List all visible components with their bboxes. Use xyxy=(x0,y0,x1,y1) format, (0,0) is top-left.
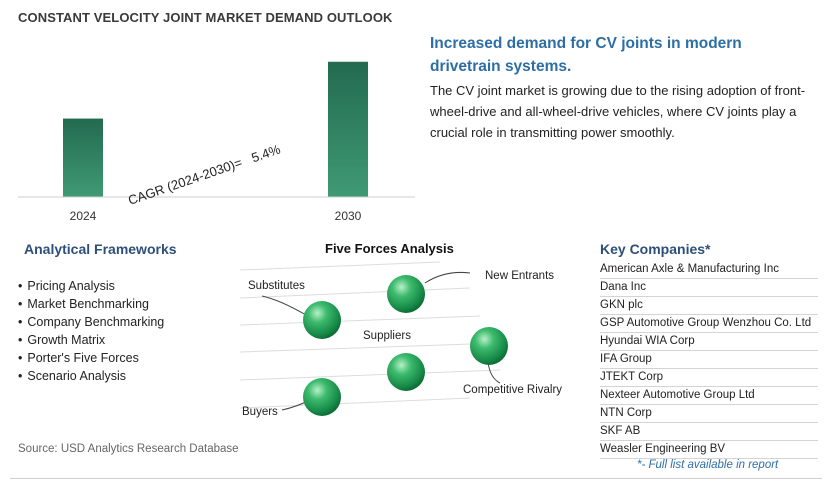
company-item: Dana Inc xyxy=(600,279,818,297)
framework-item: Market Benchmarking xyxy=(18,295,164,313)
company-item: SKF AB xyxy=(600,423,818,441)
company-item: Weasler Engineering BV xyxy=(600,441,818,459)
company-item: Hyundai WIA Corp xyxy=(600,333,818,351)
description: The CV joint market is growing due to th… xyxy=(430,83,806,140)
sphere-new-entrants xyxy=(387,275,425,313)
bar-2030 xyxy=(328,61,368,197)
company-item: JTEKT Corp xyxy=(600,369,818,387)
framework-item: Company Benchmarking xyxy=(18,313,164,331)
bar-2024 xyxy=(63,118,103,197)
company-item: IFA Group xyxy=(600,351,818,369)
sphere-substitutes xyxy=(303,301,341,339)
sphere-competitive-rivalry xyxy=(470,327,508,365)
connector-new-entrants xyxy=(424,272,471,284)
x-tick-2030: 2030 xyxy=(335,209,362,223)
guide-line xyxy=(239,315,481,326)
x-tick-2024: 2024 xyxy=(70,209,97,223)
connector-rivalry xyxy=(487,361,501,384)
key-companies-list: American Axle & Manufacturing Inc Dana In… xyxy=(600,261,818,459)
connector-substitutes xyxy=(261,295,307,316)
sphere-buyers xyxy=(303,378,341,416)
analytical-frameworks-list: Pricing AnalysisMarket BenchmarkingCompa… xyxy=(18,277,164,385)
company-item: Nexteer Automotive Group Ltd xyxy=(600,387,818,405)
bottom-divider xyxy=(10,478,822,479)
guide-line xyxy=(239,397,471,409)
five-forces-title: Five Forces Analysis xyxy=(325,241,454,256)
guide-line xyxy=(239,261,441,271)
source-note: Source: USD Analytics Research Database xyxy=(18,443,239,455)
analytical-frameworks-title: Analytical Frameworks xyxy=(24,241,177,257)
label-new-entrants: New Entrants xyxy=(485,270,554,282)
guide-line xyxy=(239,342,501,353)
headline: Increased demand for CV joints in modern… xyxy=(430,35,742,75)
framework-item: Growth Matrix xyxy=(18,331,164,349)
page-title: CONSTANT VELOCITY JOINT MARKET DEMAND OU… xyxy=(18,10,393,25)
company-item: American Axle & Manufacturing Inc xyxy=(600,261,818,279)
label-buyers: Buyers xyxy=(242,406,278,418)
demand-bar-chart: 2024 2030 CAGR (2024-2030)= 5.4% xyxy=(18,61,415,223)
company-item: GKN plc xyxy=(600,297,818,315)
company-item: GSP Automotive Group Wenzhou Co. Ltd xyxy=(600,315,818,333)
label-suppliers: Suppliers xyxy=(363,330,411,342)
framework-item: Scenario Analysis xyxy=(18,367,164,385)
company-item: NTN Corp xyxy=(600,405,818,423)
footnote: *- Full list available in report xyxy=(637,459,779,471)
framework-item: Porter's Five Forces xyxy=(18,349,164,367)
connector-buyers xyxy=(281,399,311,411)
sphere-suppliers xyxy=(387,353,425,391)
framework-item: Pricing Analysis xyxy=(18,277,164,295)
key-companies-title: Key Companies* xyxy=(600,241,711,257)
guide-line xyxy=(239,369,501,381)
guide-line xyxy=(239,287,471,299)
label-substitutes: Substitutes xyxy=(248,280,305,292)
label-competitive-rivalry: Competitive Rivalry xyxy=(463,384,562,396)
cagr-annotation: CAGR (2024-2030)= 5.4% xyxy=(126,141,283,207)
